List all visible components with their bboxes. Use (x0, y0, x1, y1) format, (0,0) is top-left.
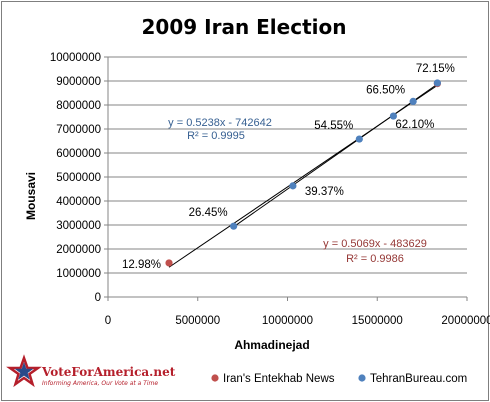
y-tick-label: 9000000 (56, 76, 101, 88)
trendline-r2-0: R² = 0.9986 (346, 253, 404, 265)
data-point (389, 112, 398, 120)
data-point (409, 97, 417, 105)
data-label: 66.50% (366, 84, 405, 96)
y-tick-label: 0 (95, 292, 101, 304)
y-tick-label: 4000000 (56, 196, 101, 208)
data-label: 39.37% (305, 186, 344, 198)
trendline-equations: y = 0.5069x - 483629 R² = 0.9986 y = 0.523… (168, 117, 427, 265)
trendline-1 (233, 83, 438, 228)
legend-label-entekhab: Iran's Entekhab News (223, 373, 335, 385)
gridlines (108, 56, 467, 274)
star-inner-icon (14, 362, 34, 380)
data-points (165, 79, 441, 267)
x-tick-label: 10000000 (262, 315, 313, 327)
data-labels: 12.98% 26.45% 39.37% 54.55% 62.10% 66.50% 72.1… (122, 63, 455, 271)
y-tick-label: 2000000 (56, 244, 101, 256)
legend: Iran's Entekhab News TehranBureau.com (211, 373, 467, 385)
axes (104, 56, 468, 301)
y-tick-label: 1000000 (56, 268, 101, 280)
y-tick-label: 6000000 (56, 148, 101, 160)
legend-marker-tehranbureau (358, 374, 366, 382)
data-point (230, 222, 238, 230)
x-tick-labels: 0 5000000 10000000 15000000 20000000 (105, 315, 490, 327)
data-label: 26.45% (189, 207, 228, 219)
chart-title: 2009 Iran Election (142, 15, 347, 39)
star-icon (6, 354, 42, 388)
data-label: 54.55% (314, 120, 353, 132)
x-tick-label: 5000000 (175, 315, 220, 327)
y-tick-label: 7000000 (56, 124, 101, 136)
y-tick-labels: 0 1000000 2000000 3000000 4000000 5000000 6000… (50, 52, 101, 304)
y-axis-label: Mousavi (24, 172, 38, 220)
x-tick-label: 0 (105, 315, 111, 327)
data-label: 62.10% (395, 119, 434, 131)
logo-tagline: Informing America, Our Vote at a Time (42, 380, 158, 387)
trendline-r2-1: R² = 0.9995 (187, 130, 245, 142)
y-tick-label: 3000000 (56, 220, 101, 232)
x-tick-label: 20000000 (441, 315, 490, 327)
legend-marker-entekhab (211, 374, 219, 382)
y-tick-label: 10000000 (50, 52, 101, 64)
voteforamerica-logo: VoteForAmerica.net Informing America, Ou… (6, 354, 176, 388)
x-tick-label: 15000000 (352, 315, 403, 327)
data-point (355, 135, 363, 143)
x-axis-label: Ahmadinejad (234, 338, 309, 352)
data-point (433, 79, 441, 87)
data-label: 12.98% (122, 259, 161, 271)
data-point (289, 182, 297, 190)
y-tick-label: 8000000 (56, 100, 101, 112)
logo-text: VoteForAmerica.net (41, 365, 176, 379)
y-tick-label: 5000000 (56, 172, 101, 184)
trendline-equation-1: y = 0.5238x - 742642 (168, 117, 272, 129)
data-point (165, 259, 173, 267)
trendline-equation-0: y = 0.5069x - 483629 (323, 238, 427, 250)
legend-label-tehranbureau: TehranBureau.com (370, 373, 467, 385)
data-label: 72.15% (416, 63, 455, 75)
